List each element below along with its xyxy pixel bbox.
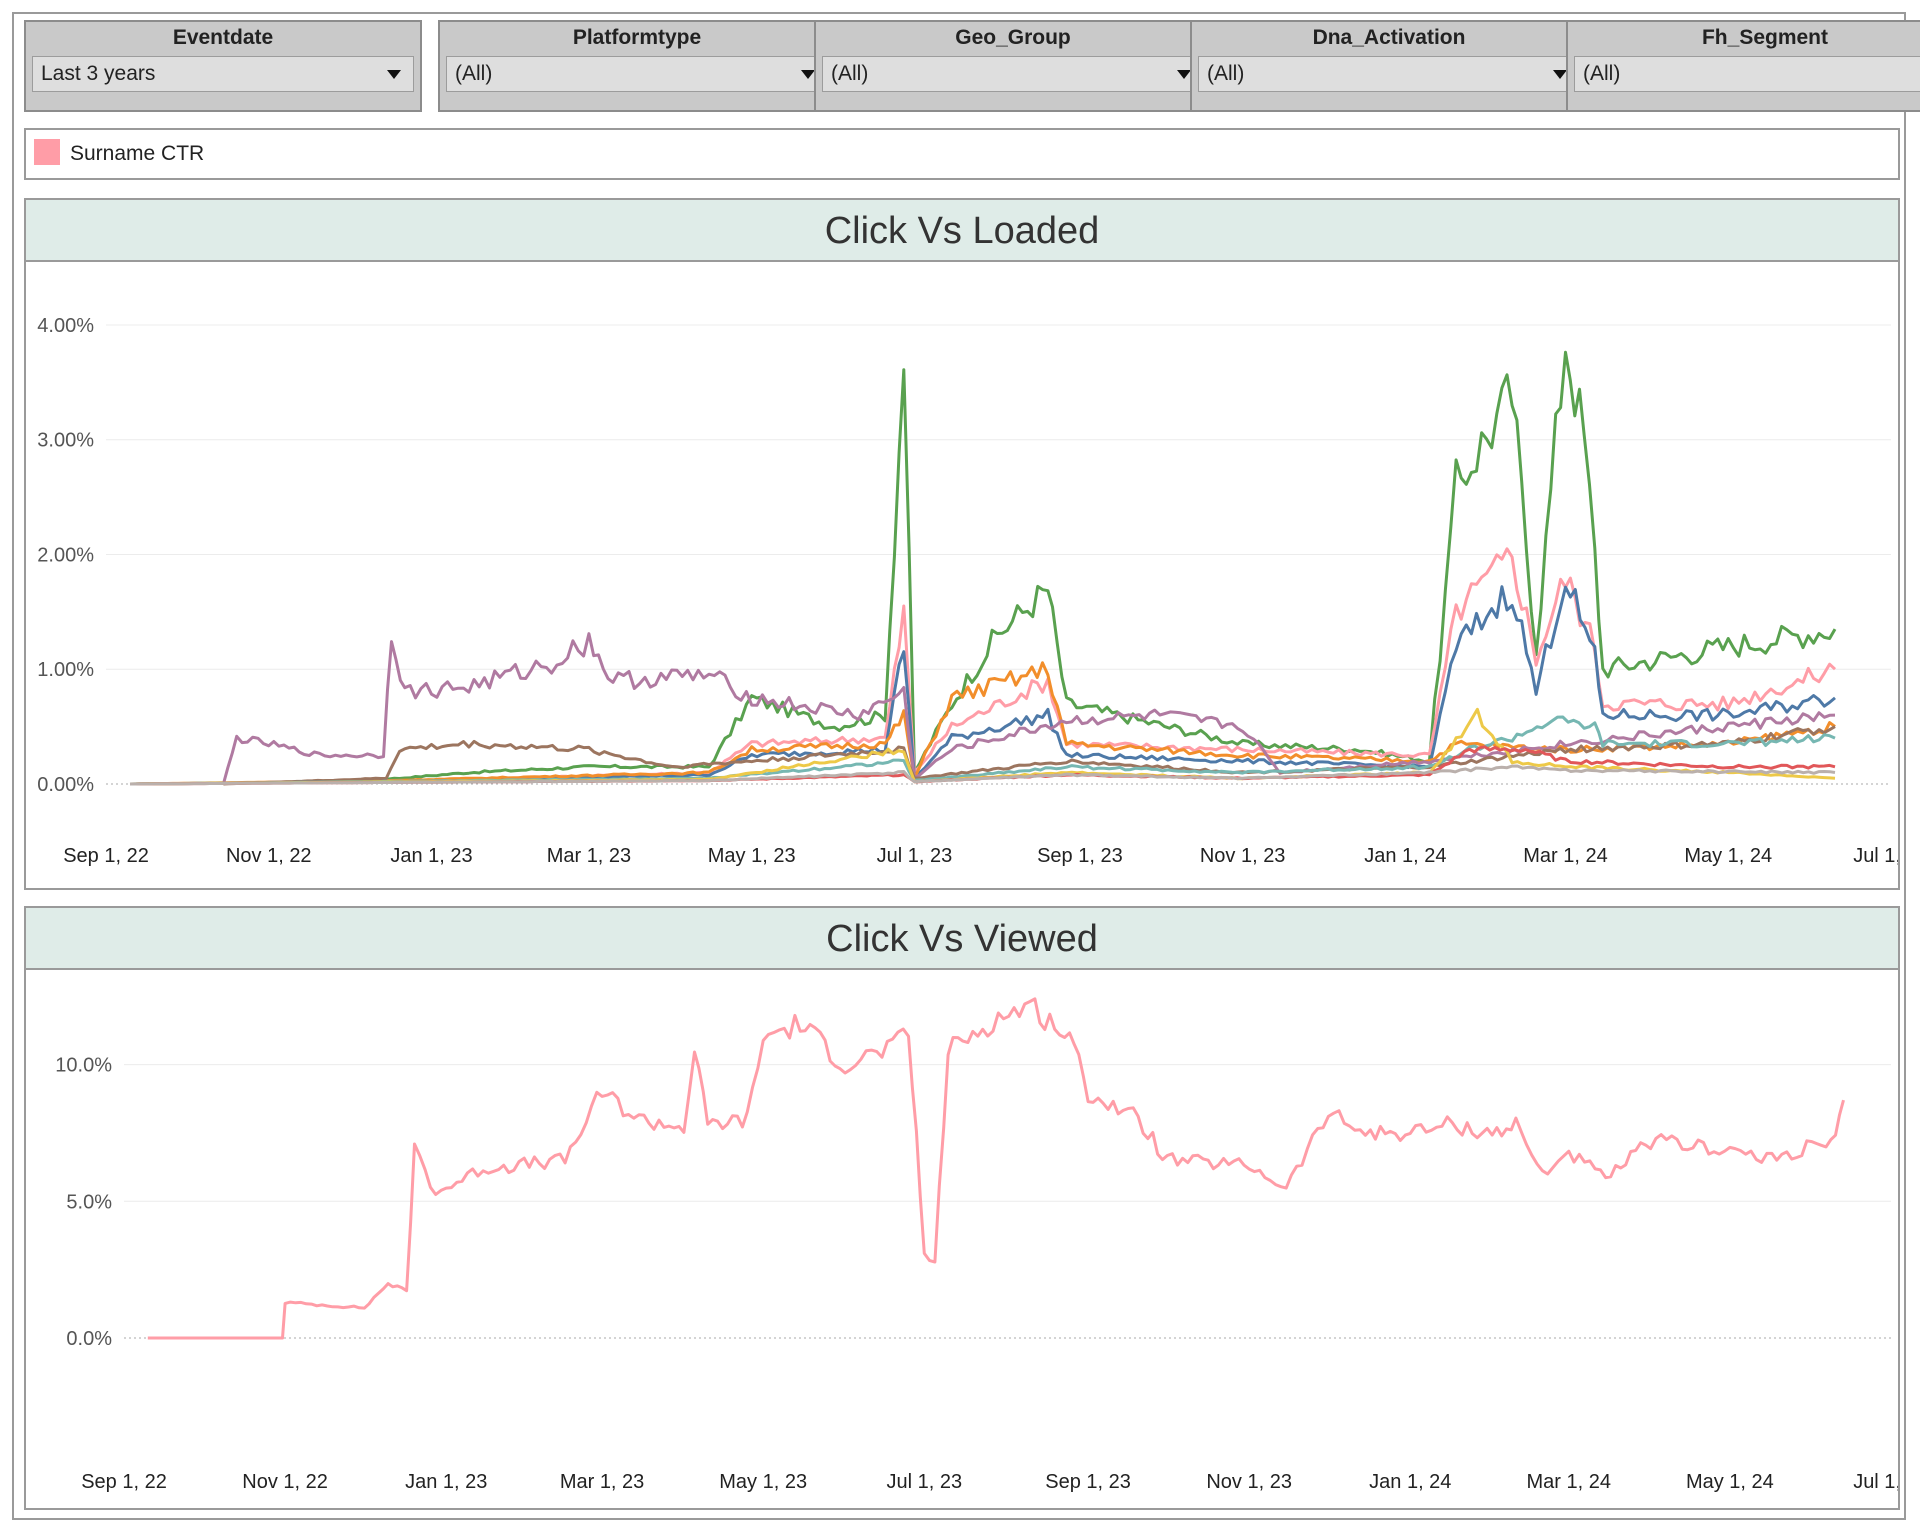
click-vs-viewed-chart: 0.0% 5.0% 10.0% Sep 1, 22 Nov 1, 22 Jan 1, 23… <box>55 997 1898 1493</box>
x-tick-label: Jul 1, 24 <box>1853 845 1898 867</box>
filter-label: Geo_Group <box>955 26 1071 49</box>
x-tick-label: May 1, 23 <box>719 1471 807 1493</box>
dropdown-value: (All) <box>1207 62 1245 85</box>
y-tick-label: 10.0% <box>55 1055 112 1077</box>
x-tick-label: Sep 1, 23 <box>1037 845 1123 867</box>
chevron-down-icon <box>1553 70 1567 79</box>
x-tick-label: Nov 1, 22 <box>226 845 312 867</box>
x-tick-label: Jan 1, 24 <box>1369 1471 1451 1493</box>
filter-dna-activation: Dna_Activation (All) <box>1190 20 1588 112</box>
x-tick-label: Sep 1, 22 <box>81 1471 167 1493</box>
filter-label: Dna_Activation <box>1312 26 1466 49</box>
filter-label: Fh_Segment <box>1701 26 1829 49</box>
x-tick-label: Sep 1, 22 <box>63 845 149 867</box>
x-tick-label: Mar 1, 24 <box>1527 1471 1611 1493</box>
legend: Surname CTR <box>24 128 1900 180</box>
platformtype-dropdown[interactable]: (All) <box>446 56 828 92</box>
x-tick-label: May 1, 23 <box>708 845 796 867</box>
filter-label: Platformtype <box>572 26 702 49</box>
x-tick-label: Jan 1, 23 <box>390 845 472 867</box>
dropdown-value: (All) <box>1583 62 1621 85</box>
x-tick-label: May 1, 24 <box>1686 1471 1774 1493</box>
x-tick-label: Jan 1, 23 <box>405 1471 487 1493</box>
x-tick-label: Jul 1, 24 <box>1853 1471 1898 1493</box>
series-line-0[interactable] <box>130 350 1837 786</box>
eventdate-dropdown[interactable]: Last 3 years <box>32 56 414 92</box>
y-tick-label: 3.00% <box>37 430 94 452</box>
click-vs-loaded-chart: 0.00% 1.00% 2.00% 3.00% 4.00% Sep 1, 22 Nov 1,… <box>37 315 1898 867</box>
x-tick-label: Jul 1, 23 <box>877 845 953 867</box>
x-tick-label: Mar 1, 23 <box>547 845 631 867</box>
y-tick-label: 0.0% <box>66 1328 112 1350</box>
y-tick-label: 0.00% <box>37 774 94 796</box>
dna-activation-dropdown[interactable]: (All) <box>1198 56 1580 92</box>
fh-segment-dropdown[interactable]: (All) <box>1574 56 1920 92</box>
geo-group-dropdown[interactable]: (All) <box>822 56 1204 92</box>
x-tick-label: Nov 1, 23 <box>1206 1471 1292 1493</box>
click-vs-viewed-panel: Click Vs Viewed 0.0% 5.0% 10.0% Sep 1, 22 No… <box>24 906 1900 1510</box>
y-tick-label: 2.00% <box>37 544 94 566</box>
chevron-down-icon <box>801 70 815 79</box>
chart-title: Click Vs Viewed <box>26 908 1898 970</box>
dropdown-value: Last 3 years <box>41 62 156 85</box>
x-tick-label: Mar 1, 24 <box>1523 845 1607 867</box>
legend-label: Surname CTR <box>70 142 205 165</box>
x-tick-label: Jan 1, 24 <box>1364 845 1446 867</box>
x-tick-label: Mar 1, 23 <box>560 1471 644 1493</box>
filter-bar: Eventdate Last 3 years Platformtype (All… <box>24 20 1920 112</box>
series-line-0[interactable] <box>147 997 1845 1340</box>
series-line-4[interactable] <box>221 632 1836 785</box>
series-line-5[interactable] <box>223 725 1836 786</box>
x-tick-label: Nov 1, 23 <box>1200 845 1286 867</box>
chevron-down-icon <box>387 70 401 79</box>
series-line-2[interactable] <box>130 585 1836 786</box>
series-line-9[interactable] <box>130 764 1836 786</box>
dropdown-value: (All) <box>455 62 493 85</box>
filter-platformtype: Platformtype (All) <box>438 20 836 112</box>
filter-geo-group: Geo_Group (All) <box>814 20 1212 112</box>
y-tick-label: 5.0% <box>66 1191 112 1213</box>
click-vs-loaded-panel: Click Vs Loaded 0.00% 1.00% 2.00% 3.00% 4.00… <box>24 198 1900 890</box>
filter-label: Eventdate <box>172 26 274 49</box>
x-tick-label: Nov 1, 22 <box>242 1471 328 1493</box>
x-tick-label: Sep 1, 23 <box>1045 1471 1131 1493</box>
filter-fh-segment: Fh_Segment (All) <box>1566 20 1920 112</box>
filter-eventdate: Eventdate Last 3 years <box>24 20 422 112</box>
legend-swatch[interactable] <box>34 139 60 165</box>
chart-title: Click Vs Loaded <box>26 200 1898 262</box>
dropdown-value: (All) <box>831 62 869 85</box>
x-tick-label: May 1, 24 <box>1684 845 1772 867</box>
y-tick-label: 4.00% <box>37 315 94 337</box>
chevron-down-icon <box>1177 70 1191 79</box>
y-tick-label: 1.00% <box>37 659 94 681</box>
x-tick-label: Jul 1, 23 <box>886 1471 962 1493</box>
